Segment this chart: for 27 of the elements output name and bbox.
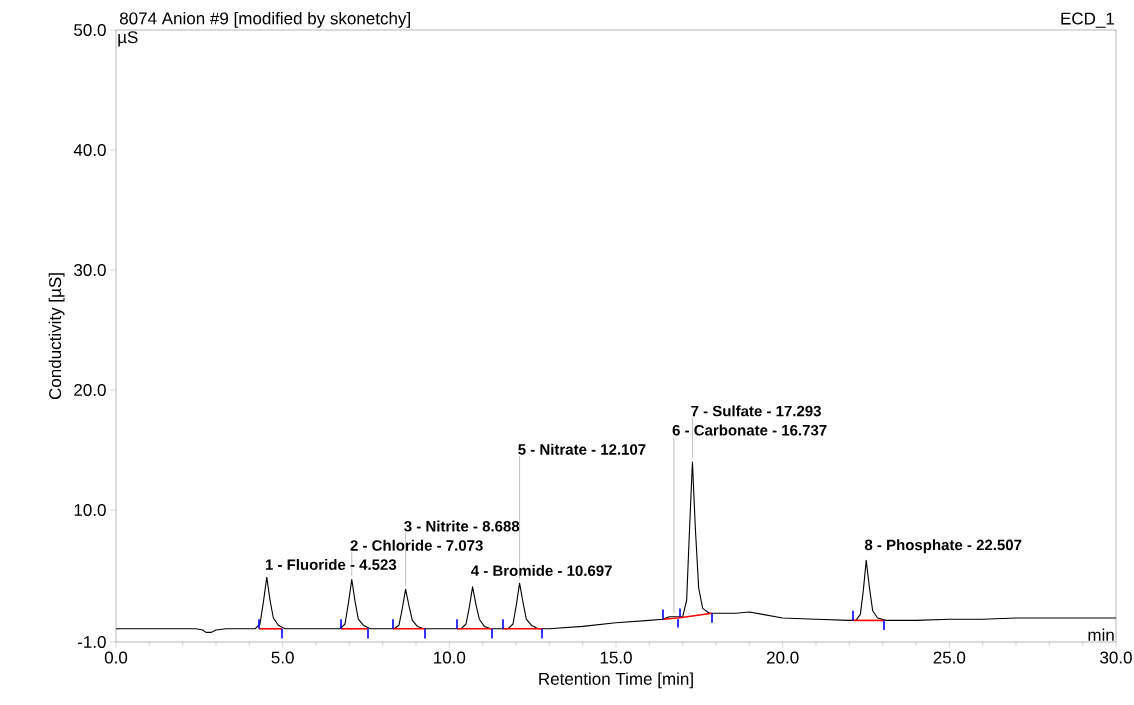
y-tick-label: 40.0 xyxy=(73,143,106,157)
y-tick-label: -1.0 xyxy=(77,635,106,649)
annotation: µS xyxy=(118,31,138,47)
text: ECD_1 xyxy=(1061,12,1114,28)
annotation: min xyxy=(1088,628,1114,641)
x-tick-label: 10.0 xyxy=(434,651,466,664)
x-tick-label: 5.0 xyxy=(271,651,294,664)
annotation: 4 - Bromide - 10.697 xyxy=(470,564,612,576)
x-tick-label: 25.0 xyxy=(933,651,966,664)
y-tick-label: 10.0 xyxy=(74,503,106,517)
chart-title: 8074 Anion #9 [modified by skonetchy] xyxy=(119,11,410,28)
annotation: 2 - Chloride - 7.073 xyxy=(350,539,483,551)
annotation: 8 - Phosphate - 22.507 xyxy=(864,539,1022,554)
annotation: 5 - Nitrate - 12.107 xyxy=(518,443,646,455)
y-tick-label: 50.0 xyxy=(74,23,106,37)
x-tick-label: 30.0 xyxy=(1100,651,1132,664)
x-axis-title: Retention Time [min] xyxy=(539,672,693,689)
x-tick-label: 0.0 xyxy=(104,651,128,664)
annotation: 7 - Sulfate - 17.293 xyxy=(691,405,821,417)
x-tick-label: 15.0 xyxy=(600,651,632,664)
annotation: 6 - Carbonate - 16.737 xyxy=(672,424,827,436)
annotation: 3 - Nitrite - 8.688 xyxy=(404,520,520,532)
annotation: 1 - Fluoride - 4.523 xyxy=(265,558,397,570)
y-axis-title: Conductivity [µS] xyxy=(48,273,65,400)
y-tick-label: 20.0 xyxy=(74,383,106,397)
y-tick-label: 30.0 xyxy=(74,263,106,277)
x-tick-label: 20.0 xyxy=(766,651,799,664)
